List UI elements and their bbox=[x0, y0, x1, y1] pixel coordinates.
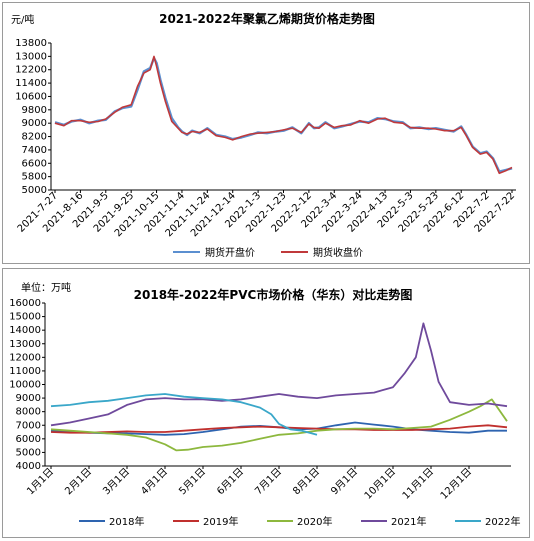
y-tick-label: 13000 bbox=[9, 339, 41, 350]
y-tick-label: 7400 bbox=[22, 145, 47, 156]
x-tick-label: 6月1日 bbox=[214, 466, 246, 498]
y-tick-label: 6600 bbox=[22, 158, 47, 169]
y-tick-label: 6000 bbox=[16, 434, 41, 445]
y-axis-unit: 单位：万吨 bbox=[21, 281, 71, 294]
x-tick-label: 9月1日 bbox=[328, 466, 360, 498]
legend-label-close: 期货收盘价 bbox=[313, 246, 363, 259]
y-tick-label: 14000 bbox=[9, 325, 41, 336]
y-tick-label: 8000 bbox=[16, 407, 41, 418]
y-tick-label: 9800 bbox=[22, 105, 47, 116]
series-line-2020年 bbox=[50, 398, 508, 452]
y-tick-label: 9000 bbox=[22, 118, 47, 129]
y-tick-label: 13000 bbox=[15, 51, 47, 62]
market-chart-panel: 2018年-2022年PVC市场价格（华东）对比走势图 单位：万吨 4000 50… bbox=[2, 268, 530, 538]
x-tick-label: 11月1日 bbox=[400, 466, 436, 502]
legend-label: 2022年 bbox=[485, 515, 520, 528]
x-tick-label: 12月1日 bbox=[438, 466, 474, 502]
legend: 期货开盘价 期货收盘价 bbox=[173, 246, 363, 259]
y-tick-label: 11000 bbox=[9, 366, 41, 377]
x-tick-label: 10月1日 bbox=[362, 466, 398, 502]
y-tick-label: 15000 bbox=[9, 312, 41, 323]
series-line-open bbox=[54, 56, 513, 173]
market-price-chart: 2018年-2022年PVC市场价格（华东）对比走势图 单位：万吨 4000 50… bbox=[9, 281, 520, 528]
y-tick-label: 8200 bbox=[22, 132, 47, 143]
x-tick-label: 5月1日 bbox=[176, 466, 208, 498]
series-line-close bbox=[54, 55, 513, 175]
legend: 2018年 2019年 2020年 2021年 2022年 bbox=[79, 515, 520, 528]
y-tick-label: 16000 bbox=[9, 298, 41, 309]
x-tick-label: 7月1日 bbox=[252, 466, 284, 498]
x-tick-label: 3月1日 bbox=[100, 466, 132, 498]
x-tick-label: 4月1日 bbox=[138, 466, 170, 498]
legend-label-open: 期货开盘价 bbox=[205, 246, 255, 259]
y-tick-label: 13800 bbox=[15, 38, 47, 49]
y-tick-label: 5000 bbox=[16, 447, 41, 458]
series-line-2021年 bbox=[50, 322, 508, 427]
y-tick-label: 4000 bbox=[16, 461, 41, 472]
y-tick-label: 5000 bbox=[22, 185, 47, 196]
futures-price-chart: 2021-2022年聚氯乙烯期货价格走势图 元/吨 5000 5800 6600 74… bbox=[11, 11, 517, 259]
y-axis-unit: 元/吨 bbox=[11, 13, 34, 26]
y-tick-label: 7000 bbox=[16, 420, 41, 431]
futures-chart-panel: 2021-2022年聚氯乙烯期货价格走势图 元/吨 5000 5800 6600 74… bbox=[2, 2, 530, 264]
y-tick-label: 5800 bbox=[22, 172, 47, 183]
series-line-2019年 bbox=[50, 424, 508, 434]
x-tick-label: 8月1日 bbox=[290, 466, 322, 498]
y-tick-label: 12200 bbox=[15, 65, 47, 76]
y-tick-label: 9000 bbox=[16, 393, 41, 404]
y-tick-label: 12000 bbox=[9, 352, 41, 363]
legend-label: 2020年 bbox=[297, 515, 332, 528]
x-tick-label: 2月1日 bbox=[62, 466, 94, 498]
chart-title: 2021-2022年聚氯乙烯期货价格走势图 bbox=[159, 11, 375, 26]
legend-label: 2019年 bbox=[203, 515, 238, 528]
legend-label: 2021年 bbox=[391, 515, 426, 528]
legend-label: 2018年 bbox=[109, 515, 144, 528]
chart-title: 2018年-2022年PVC市场价格（华东）对比走势图 bbox=[134, 287, 413, 302]
y-tick-label: 10000 bbox=[9, 380, 41, 391]
series-line-2022年 bbox=[50, 393, 318, 436]
y-tick-label: 11400 bbox=[15, 78, 47, 89]
y-tick-label: 10600 bbox=[15, 91, 47, 102]
